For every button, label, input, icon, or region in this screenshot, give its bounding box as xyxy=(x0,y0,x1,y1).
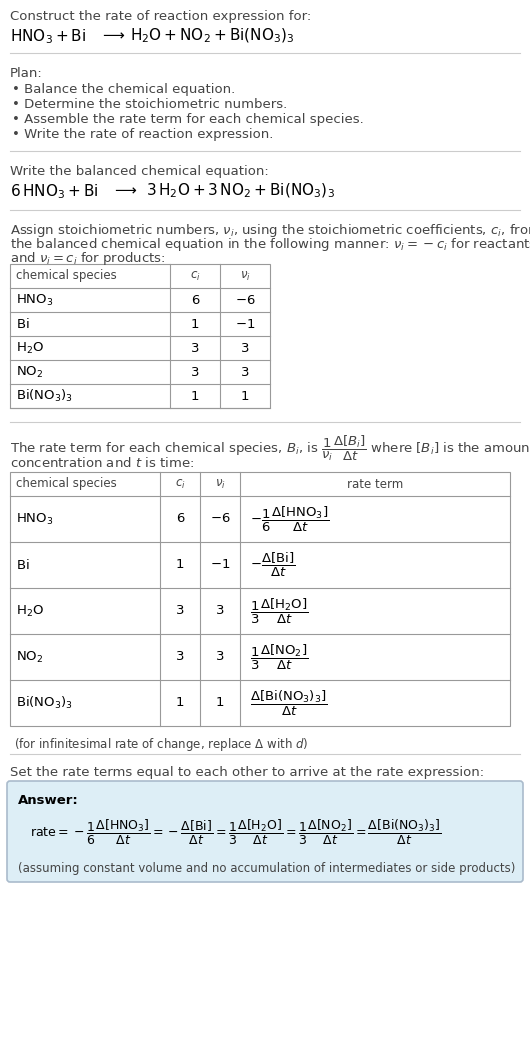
Bar xyxy=(10,472,510,726)
Text: $-1$: $-1$ xyxy=(235,318,255,331)
Text: 1: 1 xyxy=(191,389,199,403)
Text: 3: 3 xyxy=(241,341,249,355)
Text: 3: 3 xyxy=(191,365,199,379)
Text: (for infinitesimal rate of change, replace $\Delta$ with $d$): (for infinitesimal rate of change, repla… xyxy=(14,736,308,753)
Text: 3: 3 xyxy=(216,605,224,617)
Text: $\mathrm{NO_2}$: $\mathrm{NO_2}$ xyxy=(16,650,43,664)
Text: 3: 3 xyxy=(176,605,184,617)
Text: concentration and $t$ is time:: concentration and $t$ is time: xyxy=(10,456,194,470)
Text: and $\nu_i = c_i$ for products:: and $\nu_i = c_i$ for products: xyxy=(10,250,165,267)
Text: $c_i$: $c_i$ xyxy=(175,477,186,491)
Text: The rate term for each chemical species, $B_i$, is $\dfrac{1}{\nu_i}\dfrac{\Delt: The rate term for each chemical species,… xyxy=(10,434,530,463)
Text: $\mathrm{H_2O + NO_2 + Bi(NO_3)_3}$: $\mathrm{H_2O + NO_2 + Bi(NO_3)_3}$ xyxy=(130,27,295,45)
Text: 6: 6 xyxy=(191,294,199,306)
Text: 1: 1 xyxy=(241,389,249,403)
Text: $\dfrac{1}{3}\dfrac{\Delta[\mathrm{H_2O}]}{\Delta t}$: $\dfrac{1}{3}\dfrac{\Delta[\mathrm{H_2O}… xyxy=(250,596,308,626)
Text: • Determine the stoichiometric numbers.: • Determine the stoichiometric numbers. xyxy=(12,98,287,111)
Text: 1: 1 xyxy=(216,697,224,709)
Text: 3: 3 xyxy=(241,365,249,379)
Text: 3: 3 xyxy=(176,651,184,663)
Text: $\mathrm{HNO_3}$: $\mathrm{HNO_3}$ xyxy=(16,293,54,308)
Text: $\dfrac{1}{3}\dfrac{\Delta[\mathrm{NO_2}]}{\Delta t}$: $\dfrac{1}{3}\dfrac{\Delta[\mathrm{NO_2}… xyxy=(250,642,308,672)
Text: 1: 1 xyxy=(176,559,184,571)
Text: Construct the rate of reaction expression for:: Construct the rate of reaction expressio… xyxy=(10,10,311,23)
Text: Answer:: Answer: xyxy=(18,794,79,808)
Text: 1: 1 xyxy=(191,318,199,331)
Text: • Balance the chemical equation.: • Balance the chemical equation. xyxy=(12,83,235,96)
Text: $\mathrm{Bi(NO_3)_3}$: $\mathrm{Bi(NO_3)_3}$ xyxy=(16,695,73,711)
Text: (assuming constant volume and no accumulation of intermediates or side products): (assuming constant volume and no accumul… xyxy=(18,862,515,876)
Text: Write the balanced chemical equation:: Write the balanced chemical equation: xyxy=(10,165,269,178)
Text: $c_i$: $c_i$ xyxy=(190,270,200,282)
Text: $\mathrm{Bi}$: $\mathrm{Bi}$ xyxy=(16,558,30,572)
Text: $\nu_i$: $\nu_i$ xyxy=(240,270,250,282)
Text: $-1$: $-1$ xyxy=(210,559,230,571)
Text: chemical species: chemical species xyxy=(16,478,117,491)
Text: rate term: rate term xyxy=(347,478,403,491)
Text: the balanced chemical equation in the following manner: $\nu_i = -c_i$ for react: the balanced chemical equation in the fo… xyxy=(10,236,530,253)
Text: $\mathrm{NO_2}$: $\mathrm{NO_2}$ xyxy=(16,364,43,380)
Text: $\longrightarrow$: $\longrightarrow$ xyxy=(100,27,126,42)
Text: $\mathrm{Bi(NO_3)_3}$: $\mathrm{Bi(NO_3)_3}$ xyxy=(16,388,73,404)
Text: $\mathrm{6\,HNO_3 + Bi}$: $\mathrm{6\,HNO_3 + Bi}$ xyxy=(10,182,99,201)
Text: 3: 3 xyxy=(191,341,199,355)
Text: 3: 3 xyxy=(216,651,224,663)
Text: $\mathrm{3\,H_2O + 3\,NO_2 + Bi(NO_3)_3}$: $\mathrm{3\,H_2O + 3\,NO_2 + Bi(NO_3)_3}… xyxy=(146,182,335,201)
Text: $\longrightarrow$: $\longrightarrow$ xyxy=(112,182,138,197)
Bar xyxy=(10,264,270,408)
Text: $\dfrac{\Delta[\mathrm{Bi(NO_3)_3}]}{\Delta t}$: $\dfrac{\Delta[\mathrm{Bi(NO_3)_3}]}{\De… xyxy=(250,688,328,718)
Text: $\mathrm{rate} = -\dfrac{1}{6}\dfrac{\Delta[\mathrm{HNO_3}]}{\Delta t} = -\dfrac: $\mathrm{rate} = -\dfrac{1}{6}\dfrac{\De… xyxy=(30,818,441,847)
FancyBboxPatch shape xyxy=(7,781,523,882)
Text: • Write the rate of reaction expression.: • Write the rate of reaction expression. xyxy=(12,128,273,141)
Text: 1: 1 xyxy=(176,697,184,709)
Text: $-\dfrac{\Delta[\mathrm{Bi}]}{\Delta t}$: $-\dfrac{\Delta[\mathrm{Bi}]}{\Delta t}$ xyxy=(250,551,295,579)
Text: $-6$: $-6$ xyxy=(210,513,231,525)
Text: • Assemble the rate term for each chemical species.: • Assemble the rate term for each chemic… xyxy=(12,113,364,126)
Text: $\mathrm{H_2O}$: $\mathrm{H_2O}$ xyxy=(16,340,44,356)
Text: 6: 6 xyxy=(176,513,184,525)
Text: Plan:: Plan: xyxy=(10,67,43,79)
Text: $\mathrm{Bi}$: $\mathrm{Bi}$ xyxy=(16,317,30,331)
Text: $\mathrm{HNO_3}$: $\mathrm{HNO_3}$ xyxy=(16,511,54,526)
Text: Set the rate terms equal to each other to arrive at the rate expression:: Set the rate terms equal to each other t… xyxy=(10,766,484,779)
Text: $\mathrm{H_2O}$: $\mathrm{H_2O}$ xyxy=(16,604,44,618)
Text: $\mathrm{HNO_3 + Bi}$: $\mathrm{HNO_3 + Bi}$ xyxy=(10,27,86,46)
Text: $\nu_i$: $\nu_i$ xyxy=(215,477,225,491)
Text: $-\dfrac{1}{6}\dfrac{\Delta[\mathrm{HNO_3}]}{\Delta t}$: $-\dfrac{1}{6}\dfrac{\Delta[\mathrm{HNO_… xyxy=(250,504,329,533)
Text: Assign stoichiometric numbers, $\nu_i$, using the stoichiometric coefficients, $: Assign stoichiometric numbers, $\nu_i$, … xyxy=(10,222,530,238)
Text: chemical species: chemical species xyxy=(16,270,117,282)
Text: $-6$: $-6$ xyxy=(235,294,255,306)
